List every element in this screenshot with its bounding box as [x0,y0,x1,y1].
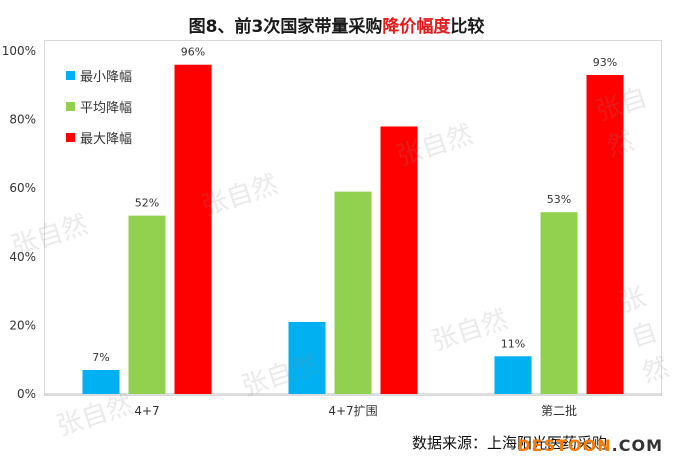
bar [494,356,532,394]
y-tick-label: 60% [9,181,36,195]
legend-swatch [66,71,75,80]
bar [174,64,212,394]
legend-item: 最大降幅 [66,122,132,153]
chart-title: 图8、前3次国家带量采购降价幅度比较 [188,17,485,37]
legend-swatch [66,102,75,111]
x-tick-label: 第二批 [541,403,577,418]
y-tick-label: 0% [17,387,36,401]
x-tick-label: 4+7扩围 [328,404,377,418]
bar [380,126,418,395]
data-label: 96% [181,46,205,59]
site-logo: DESTOON.COM [517,436,663,455]
bar [586,75,624,394]
plot-area [44,40,662,396]
data-label: 52% [135,197,159,210]
legend-swatch [66,133,75,142]
x-tick-label: 4+7 [134,404,159,418]
data-label: 53% [547,193,571,206]
bar [288,321,326,394]
legend-label: 最小降幅 [80,70,133,85]
y-tick-label: 80% [9,113,36,127]
data-label: 93% [593,56,617,69]
legend-item: 平均降幅 [66,91,132,122]
data-label: 7% [92,351,109,364]
bar [334,191,372,394]
legend-label: 最大降幅 [80,132,133,147]
y-tick-label: 100% [2,44,36,58]
y-tick-label: 40% [9,250,36,264]
source-note: 数据来源：上海阳光医药采购 [411,434,607,452]
legend-item: 最小降幅 [66,60,132,91]
bar [128,215,166,394]
legend: 最小降幅平均降幅最大降幅 [66,60,132,153]
bar [540,212,578,394]
bar [82,369,120,394]
y-tick-label: 20% [9,318,36,332]
legend-label: 平均降幅 [80,101,133,116]
data-label: 11% [501,337,525,350]
